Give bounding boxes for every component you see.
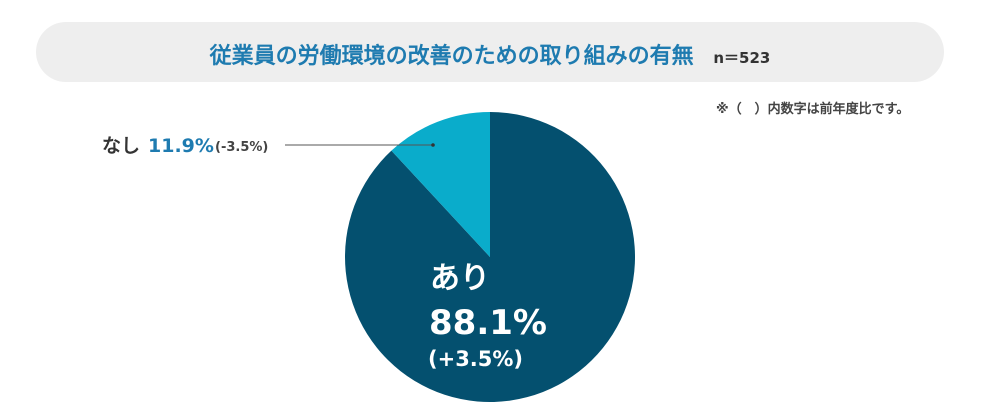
slice-label-no: なし	[102, 135, 140, 157]
slice-value-no: 11.9%	[148, 135, 214, 157]
chart-title-text: 従業員の労働環境の改善のための取り組みの有無	[209, 44, 694, 69]
pie-slice-no	[391, 112, 490, 257]
slice-label-yes: あり	[430, 261, 490, 296]
title-bar: 従業員の労働環境の改善のための取り組みの有無 n＝523	[36, 22, 944, 82]
slice-value-yes: 88.1%	[429, 303, 547, 343]
slice-change-yes: (+3.5%)	[428, 347, 523, 371]
slice-change-no: (-3.5%)	[215, 140, 268, 155]
leader-dot-no	[431, 143, 435, 147]
pie-slice-yes	[345, 112, 636, 402]
chart-title: 従業員の労働環境の改善のための取り組みの有無 n＝523	[36, 38, 944, 70]
footnote: ※（ ）内数字は前年度比です。	[716, 102, 910, 117]
sample-size: n＝523	[713, 49, 771, 67]
